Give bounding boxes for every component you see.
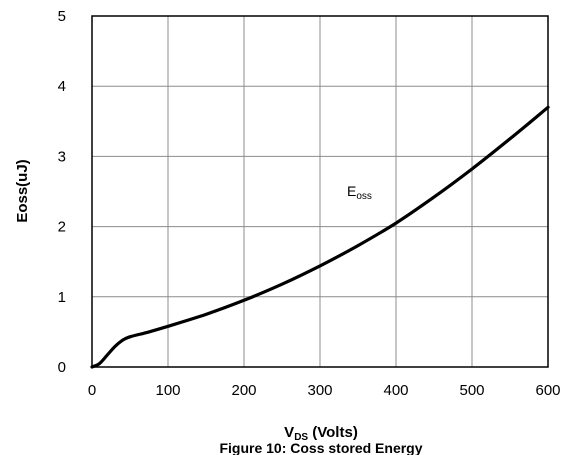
x-tick-label: 100 [155, 382, 180, 399]
y-tick-label: 2 [58, 219, 66, 236]
y-tick-label: 4 [58, 78, 66, 95]
series-label-main: E [347, 183, 356, 199]
series-label-eoss: Eoss [347, 183, 372, 202]
figure-caption: Figure 10: Coss stored Energy [219, 440, 422, 455]
x-tick-label: 0 [88, 382, 96, 399]
x-tick-labels: 0 100 200 300 400 500 600 [88, 382, 561, 399]
grid-lines [91, 15, 549, 368]
x-tick-label: 300 [307, 382, 332, 399]
y-tick-label: 5 [58, 8, 66, 25]
y-tick-label: 1 [58, 289, 66, 306]
y-tick-labels: 0 1 2 3 4 5 [58, 8, 66, 376]
x-tick-label: 200 [231, 382, 256, 399]
x-tick-label: 400 [383, 382, 408, 399]
eoss-series-line [90, 105, 550, 369]
x-axis-label-main: V [284, 424, 294, 441]
x-axis-label: VDS (Volts) [284, 424, 358, 443]
plot-frame [91, 15, 549, 368]
y-tick-label: 3 [58, 148, 66, 165]
y-axis-label: Eoss(uJ) [14, 159, 31, 222]
x-tick-label: 600 [535, 382, 560, 399]
y-tick-label: 0 [58, 359, 66, 376]
x-tick-label: 500 [459, 382, 484, 399]
x-axis-label-rest: (Volts) [308, 424, 358, 441]
series-label-sub: oss [356, 191, 372, 202]
x-axis-label-sub: DS [294, 432, 308, 443]
